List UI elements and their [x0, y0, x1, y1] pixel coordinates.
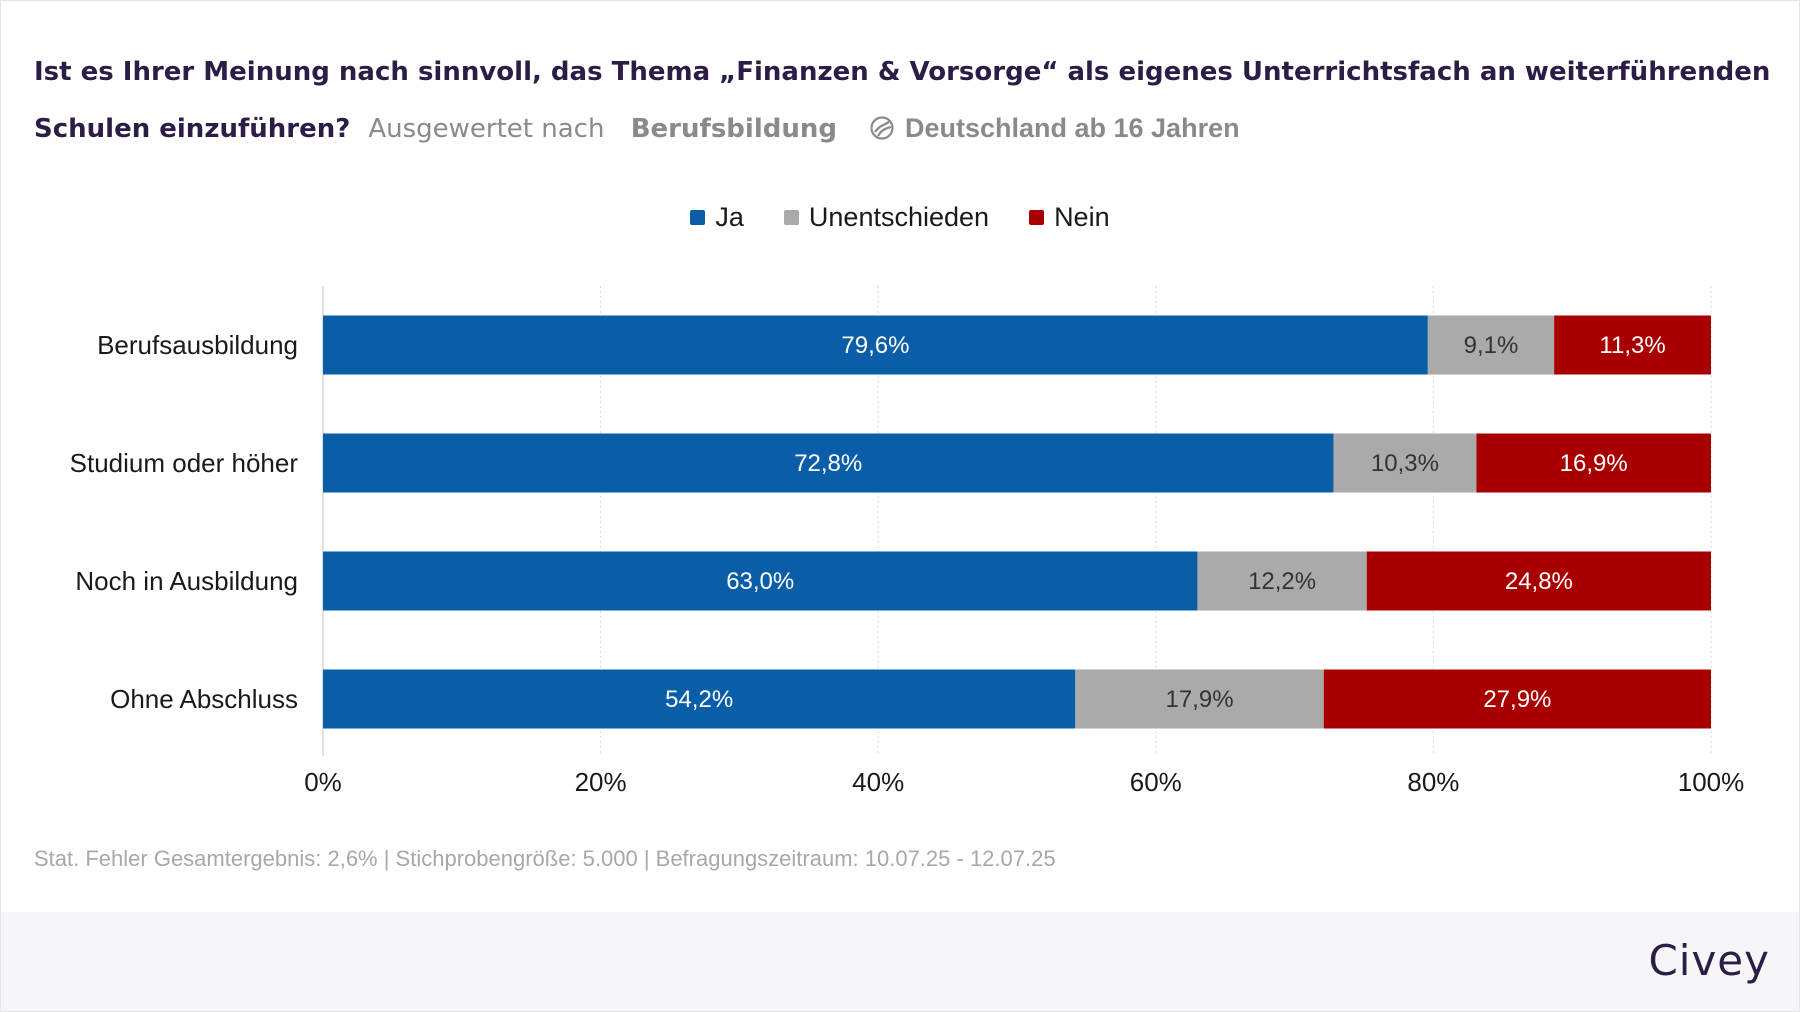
evaluated-by-value[interactable]: Berufsbildung — [630, 114, 837, 144]
bar-nein — [1366, 551, 1711, 611]
x-tick-label: 60% — [1130, 767, 1182, 797]
bar-nein — [1554, 315, 1711, 375]
bar-unentschieden — [1333, 433, 1477, 493]
bar-ja — [323, 669, 1076, 729]
chart-legend: Ja Unentschieden Nein — [0, 202, 1800, 233]
bar-nein — [1476, 433, 1711, 493]
category-label-line: Studium oder höher — [70, 448, 299, 478]
data-label: 72,8% — [794, 450, 862, 477]
legend-label: Ja — [715, 202, 744, 232]
category-label: Ohne Abschluss — [110, 684, 298, 714]
bar-ja — [323, 551, 1198, 611]
globe-icon — [869, 105, 895, 161]
bar-unentschieden — [1197, 551, 1367, 611]
footer-band — [1, 912, 1799, 1011]
category-label-line: Noch in Ausbildung — [75, 566, 298, 596]
legend-item-ja[interactable]: Ja — [690, 202, 744, 233]
category-label: Noch in Ausbildung — [75, 566, 298, 596]
data-label: 10,3% — [1371, 450, 1439, 477]
brand-logo: Civey — [1648, 936, 1770, 985]
footnote: Stat. Fehler Gesamtergebnis: 2,6% | Stic… — [34, 846, 1056, 871]
data-label: 79,6% — [841, 332, 909, 359]
data-label: 54,2% — [665, 686, 733, 713]
legend-label: Nein — [1054, 202, 1110, 232]
x-tick-label: 80% — [1407, 767, 1459, 797]
legend-swatch — [690, 210, 706, 225]
data-label: 24,8% — [1505, 568, 1573, 595]
bar-nein — [1323, 669, 1711, 729]
data-label: 17,9% — [1165, 686, 1233, 713]
evaluated-by-label: Ausgewertet nach — [368, 114, 605, 144]
category-label-line: Ohne Abschluss — [110, 684, 298, 714]
category-label-line: Berufsausbildung — [97, 330, 298, 360]
bar-ja — [323, 433, 1334, 493]
legend-item-nein[interactable]: Nein — [1029, 202, 1110, 233]
legend-swatch — [1029, 210, 1045, 225]
x-tick-label: 100% — [1678, 767, 1745, 797]
chart-title: Ist es Ihrer Meinung nach sinnvoll, das … — [34, 57, 1771, 144]
category-label: Berufsausbildung — [97, 330, 298, 360]
bar-unentschieden — [1427, 315, 1555, 375]
data-label: 11,3% — [1599, 332, 1665, 359]
region-label: Deutschland ab 16 Jahren — [904, 113, 1240, 143]
legend-item-unentschieden[interactable]: Unentschieden — [783, 202, 990, 233]
data-label: 27,9% — [1483, 686, 1551, 713]
data-label: 63,0% — [726, 568, 794, 595]
legend-swatch — [783, 210, 799, 225]
legend-label: Unentschieden — [808, 202, 990, 232]
data-label: 9,1% — [1464, 332, 1519, 359]
x-tick-label: 0% — [304, 767, 342, 797]
bar-unentschieden — [1075, 669, 1324, 729]
data-label: 16,9% — [1560, 450, 1628, 477]
x-tick-label: 20% — [575, 767, 627, 797]
x-tick-label: 40% — [852, 767, 904, 797]
chart-header: Ist es Ihrer Meinung nach sinnvoll, das … — [34, 44, 1774, 161]
stacked-bar-chart: 79,6% 9,1% 11,3% Berufsausbildung 72,8% 10,3%… — [70, 286, 1745, 797]
bar-ja — [323, 315, 1428, 375]
data-label: 12,2% — [1248, 568, 1316, 595]
category-label: Studium oder höher — [70, 448, 299, 478]
